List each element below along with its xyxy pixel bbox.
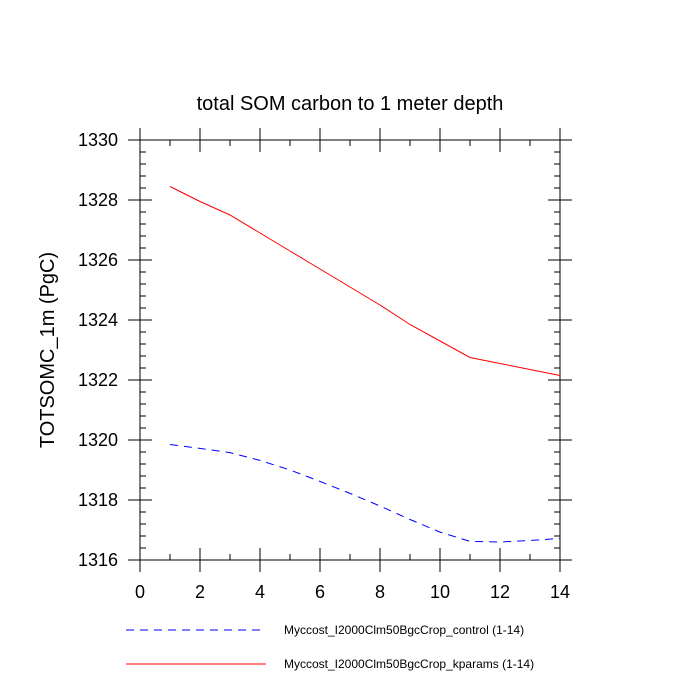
legend-label-2: Myccost_I2000Clm50BgcCrop_kparams (1-14) [284, 657, 534, 671]
y-tick-label: 1322 [78, 370, 118, 390]
y-tick-label: 1324 [78, 310, 118, 330]
x-tick-label: 14 [550, 582, 570, 602]
x-tick-label: 10 [430, 582, 450, 602]
series-line-1 [169, 444, 561, 543]
x-tick-label: 8 [375, 582, 385, 602]
legend-label-1: Myccost_I2000Clm50BgcCrop_control (1-14) [284, 623, 524, 637]
series-line-2 [169, 186, 561, 376]
y-tick-label: 1326 [78, 250, 118, 270]
chart-title: total SOM carbon to 1 meter depth [197, 93, 504, 115]
y-tick-label: 1316 [78, 550, 118, 570]
y-tick-label: 1318 [78, 490, 118, 510]
series-lines [169, 186, 561, 543]
y-tick-label: 1330 [78, 130, 118, 150]
y-tick-label: 1328 [78, 190, 118, 210]
x-tick-label: 6 [315, 582, 325, 602]
x-tick-label: 4 [255, 582, 265, 602]
tick-labels: 0 2 4 6 8 10 12 14 1316 1318 1320 1322 1324 1326 1328 1… [78, 130, 570, 602]
y-axis-label: TOTSOMC_1m (PgC) [37, 252, 59, 448]
legend: Myccost_I2000Clm50BgcCrop_control (1-14)… [126, 623, 534, 671]
axis-ticks [128, 128, 572, 572]
x-tick-label: 12 [490, 582, 510, 602]
x-tick-label: 0 [135, 582, 145, 602]
y-tick-label: 1320 [78, 430, 118, 450]
x-tick-label: 2 [195, 582, 205, 602]
